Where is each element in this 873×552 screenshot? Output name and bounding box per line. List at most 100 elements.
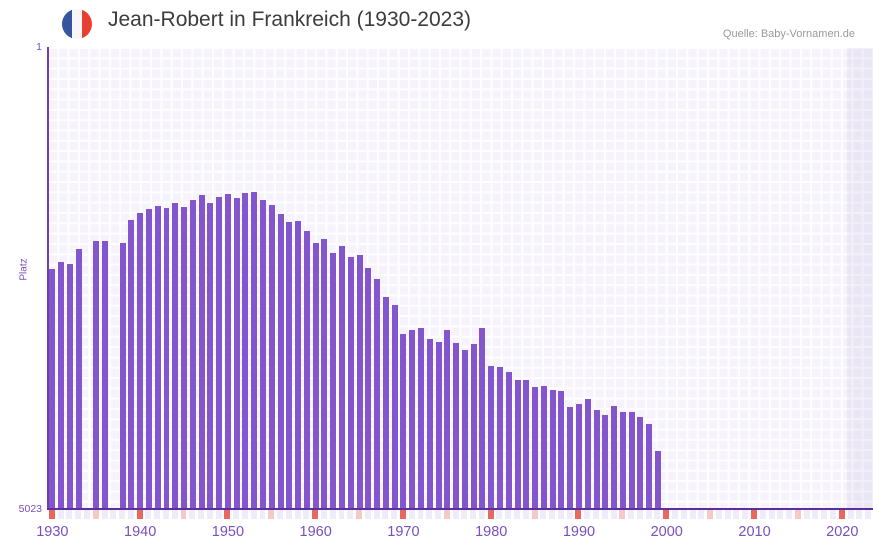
bar xyxy=(619,412,626,508)
bar xyxy=(444,330,451,508)
x-tick xyxy=(320,510,327,519)
flag-stripe-blue xyxy=(62,9,72,39)
flag-stripe-red xyxy=(81,9,92,39)
x-tick xyxy=(110,510,117,519)
bar xyxy=(137,212,144,508)
bar xyxy=(409,330,416,508)
x-tick xyxy=(347,510,354,519)
bar xyxy=(356,254,363,508)
bar xyxy=(418,328,424,508)
x-tick-major xyxy=(751,510,757,519)
bar xyxy=(339,245,345,508)
bar xyxy=(286,221,293,508)
x-tick xyxy=(601,510,608,519)
x-axis-label: 2000 xyxy=(650,524,683,540)
x-tick xyxy=(768,510,775,519)
x-tick xyxy=(189,510,196,519)
bar xyxy=(611,406,618,508)
bar xyxy=(479,328,486,508)
x-tick xyxy=(672,510,678,519)
bar xyxy=(189,199,196,508)
bar xyxy=(347,256,354,508)
x-tick xyxy=(338,510,345,519)
france-flag-icon xyxy=(62,9,92,39)
source-attribution: Quelle: Baby-Vornamen.de xyxy=(722,28,855,40)
x-tick-minor xyxy=(180,510,187,519)
flag-stripe-white xyxy=(71,9,82,39)
x-tick-minor xyxy=(794,510,801,519)
x-tick xyxy=(215,510,222,519)
x-tick xyxy=(549,510,556,519)
x-tick xyxy=(733,510,740,519)
x-axis-line xyxy=(47,508,873,510)
x-tick xyxy=(470,510,477,519)
bar xyxy=(277,213,284,508)
x-tick xyxy=(566,510,573,519)
bar xyxy=(514,379,521,508)
x-tick-minor xyxy=(268,510,275,519)
future-shaded-band xyxy=(846,48,873,508)
bar xyxy=(251,191,258,508)
x-tick-major xyxy=(487,510,494,519)
bar xyxy=(435,341,442,508)
x-tick xyxy=(373,510,380,519)
x-tick xyxy=(145,510,152,519)
x-tick xyxy=(724,510,731,519)
bar xyxy=(576,404,582,508)
x-tick xyxy=(198,510,205,519)
bar xyxy=(382,297,389,508)
x-tick xyxy=(329,510,336,519)
bar xyxy=(207,202,214,508)
bar xyxy=(119,243,126,508)
x-tick xyxy=(75,510,82,519)
x-tick xyxy=(57,510,64,519)
bar xyxy=(497,366,503,508)
bar xyxy=(268,205,275,508)
bar xyxy=(470,343,477,508)
bar xyxy=(374,278,381,508)
bar xyxy=(540,385,547,508)
bar xyxy=(391,305,398,508)
bar xyxy=(181,207,187,508)
x-tick xyxy=(821,510,828,519)
x-tick xyxy=(250,510,257,519)
bar xyxy=(646,424,653,508)
bar xyxy=(400,333,407,508)
x-tick xyxy=(294,510,301,519)
x-tick xyxy=(610,510,617,519)
bar xyxy=(145,209,152,508)
bar xyxy=(216,197,223,508)
x-tick xyxy=(584,510,591,519)
x-tick xyxy=(435,510,441,519)
y-axis-title: Platz xyxy=(18,258,30,281)
bar xyxy=(584,398,591,508)
x-tick-minor xyxy=(92,510,99,519)
x-tick-major xyxy=(312,510,319,519)
x-tick xyxy=(162,510,169,519)
x-tick xyxy=(101,510,108,519)
y-axis-top-label: 1 xyxy=(36,41,42,53)
x-tick xyxy=(557,510,564,519)
bar xyxy=(260,199,266,508)
x-axis-label: 2020 xyxy=(826,524,859,540)
x-tick xyxy=(680,510,687,519)
bar xyxy=(549,389,556,508)
x-tick xyxy=(698,510,705,519)
x-tick-major xyxy=(399,510,406,519)
bar xyxy=(172,202,179,508)
bar xyxy=(303,231,310,508)
x-tick xyxy=(636,510,643,519)
x-tick xyxy=(408,510,415,519)
bar xyxy=(128,220,135,508)
x-tick xyxy=(514,510,520,519)
bar xyxy=(75,249,82,508)
x-tick xyxy=(119,510,126,519)
x-tick-minor xyxy=(619,510,626,519)
x-tick xyxy=(777,510,784,519)
bar xyxy=(233,198,240,508)
x-tick-minor xyxy=(443,510,450,519)
x-tick xyxy=(742,510,749,519)
x-axis-label: 2010 xyxy=(738,524,771,540)
bar xyxy=(567,406,574,508)
